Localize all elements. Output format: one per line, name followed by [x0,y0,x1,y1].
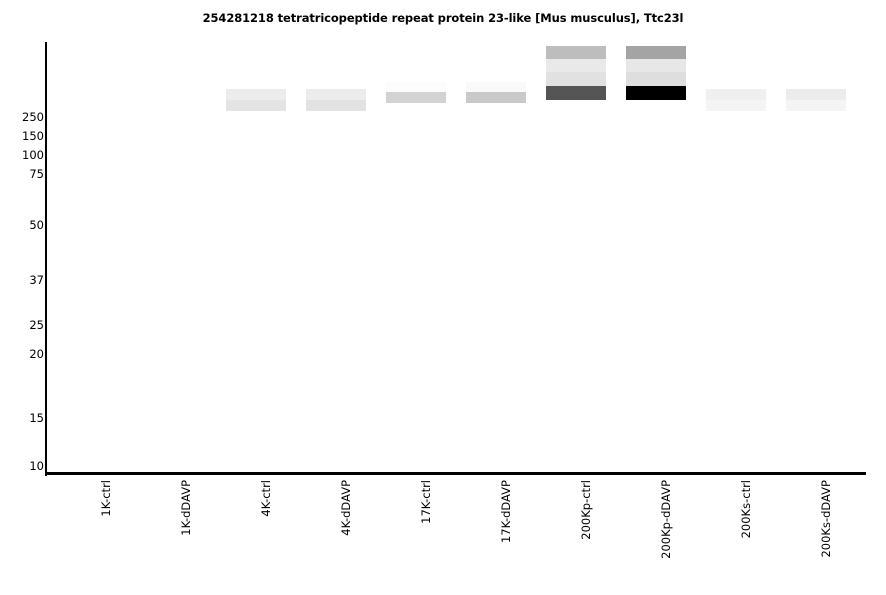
y-axis-tick-20: 20 [29,347,44,361]
x-axis-tick-200ks-ddavp: 200Ks-dDAVP [819,480,833,558]
gel-lane-1k-ddavp[interactable] [146,42,206,474]
gel-band [786,100,846,111]
gel-lane-200ks-ctrl[interactable] [706,42,766,474]
gel-band [386,92,446,103]
gel-band [306,100,366,111]
x-axis-tick-200kp-ddavp: 200Kp-dDAVP [659,480,673,559]
x-axis-tick-17k-ctrl: 17K-ctrl [419,480,433,524]
y-axis-tick-250: 250 [22,110,44,124]
gel-band [226,89,286,100]
x-axis-tick-200kp-ctrl: 200Kp-ctrl [579,480,593,540]
x-axis-tick-17k-ddavp: 17K-dDAVP [499,480,513,544]
gel-lane-1k-ctrl[interactable] [66,42,126,474]
page-title: 254281218 tetratricopeptide repeat prote… [202,11,684,25]
x-axis-tick-200ks-ctrl: 200Ks-ctrl [739,480,753,539]
gel-band [706,89,766,100]
gel-lane-4k-ctrl[interactable] [226,42,286,474]
gel-band [306,89,366,100]
gel-lane-200kp-ctrl[interactable] [546,42,606,474]
x-axis-tick-4k-ctrl: 4K-ctrl [259,480,273,517]
gel-band [706,100,766,111]
x-axis-tick-1k-ddavp: 1K-dDAVP [179,480,193,536]
y-axis-tick-75: 75 [29,167,44,181]
gel-band [386,82,446,92]
y-axis-tick-150: 150 [22,129,44,143]
x-axis-tick-4k-ddavp: 4K-dDAVP [339,480,353,536]
gel-band [786,89,846,100]
gel-band [626,46,686,59]
y-axis-tick-37: 37 [29,273,44,287]
gel-band [626,86,686,100]
gel-band [546,86,606,100]
y-axis-tick-10: 10 [29,459,44,473]
y-axis-tick-25: 25 [29,318,44,332]
gel-lane-200kp-ddavp[interactable] [626,42,686,474]
y-axis-tick-labels: 250 150 100 75 50 37 25 20 15 10 [0,0,44,595]
y-axis-tick-15: 15 [29,411,44,425]
gel-band [626,72,686,86]
gel-band [626,59,686,72]
gel-band [466,82,526,92]
gel-band [546,59,606,72]
gel-band [226,100,286,111]
gel-band [546,46,606,59]
gel-lane-17k-ddavp[interactable] [466,42,526,474]
y-axis-line [45,42,47,476]
x-axis-line [45,472,866,475]
x-axis-tick-1k-ctrl: 1K-ctrl [99,480,113,517]
gel-band [546,72,606,86]
y-axis-tick-50: 50 [29,218,44,232]
gel-band [466,92,526,103]
y-axis-tick-100: 100 [22,148,44,162]
gel-lane-17k-ctrl[interactable] [386,42,446,474]
gel-lane-4k-ddavp[interactable] [306,42,366,474]
gel-lane-200ks-ddavp[interactable] [786,42,846,474]
